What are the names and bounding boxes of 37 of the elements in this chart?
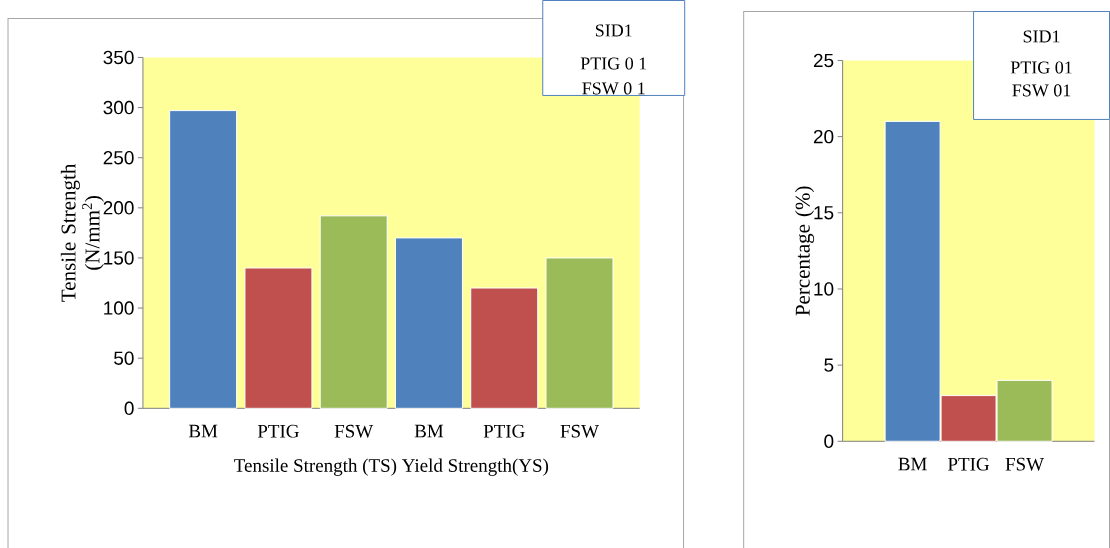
- x-tick-label: BM: [414, 424, 444, 438]
- y-tick-label: 15: [814, 206, 834, 220]
- annotation: FSW 01: [1012, 84, 1071, 97]
- x-tick-label: PTIG: [257, 424, 299, 438]
- bar: [545, 257, 614, 409]
- x-tick-label: FSW: [560, 424, 599, 438]
- y-tick-label: 350: [103, 50, 134, 65]
- y-tick-label: 50: [114, 351, 134, 365]
- bar: [470, 287, 539, 409]
- y-tick-label: 0: [824, 434, 834, 448]
- x-tick-label: FSW: [334, 424, 374, 438]
- x-tick-label: BM: [188, 424, 218, 438]
- x-tick-label: PTIG: [948, 457, 990, 471]
- y-tick-label: 100: [104, 301, 134, 315]
- bar: [244, 267, 313, 409]
- text: SID1: [595, 24, 632, 37]
- annotation: PTIG 01: [1010, 61, 1072, 74]
- bar: [319, 215, 388, 409]
- x-axis-title: Tensile Strength (TS) Yield Strength(YS): [234, 458, 549, 476]
- y-tick-label: 0: [124, 401, 134, 415]
- y-tick-label: 250: [103, 150, 134, 165]
- y-axis-title: Percentage (%): [795, 186, 815, 316]
- x-tick-label: FSW: [1005, 457, 1045, 471]
- annotation: FSW 0 1: [582, 82, 645, 95]
- bar: [169, 109, 238, 409]
- text: SID1: [1023, 30, 1060, 43]
- y-tick-label: 150: [104, 251, 134, 265]
- y-tick-label: 300: [103, 100, 134, 115]
- bar: [394, 237, 463, 409]
- annotation: PTIG 0 1: [580, 57, 647, 70]
- y-tick-label: 5: [824, 358, 834, 372]
- x-tick-label: PTIG: [483, 424, 525, 438]
- y-tick-label: 25: [813, 53, 834, 68]
- y-tick-label: 20: [813, 129, 834, 144]
- y-tick-label: 10: [814, 282, 834, 296]
- x-tick-label: BM: [898, 457, 927, 471]
- y-tick-label: 200: [103, 200, 134, 215]
